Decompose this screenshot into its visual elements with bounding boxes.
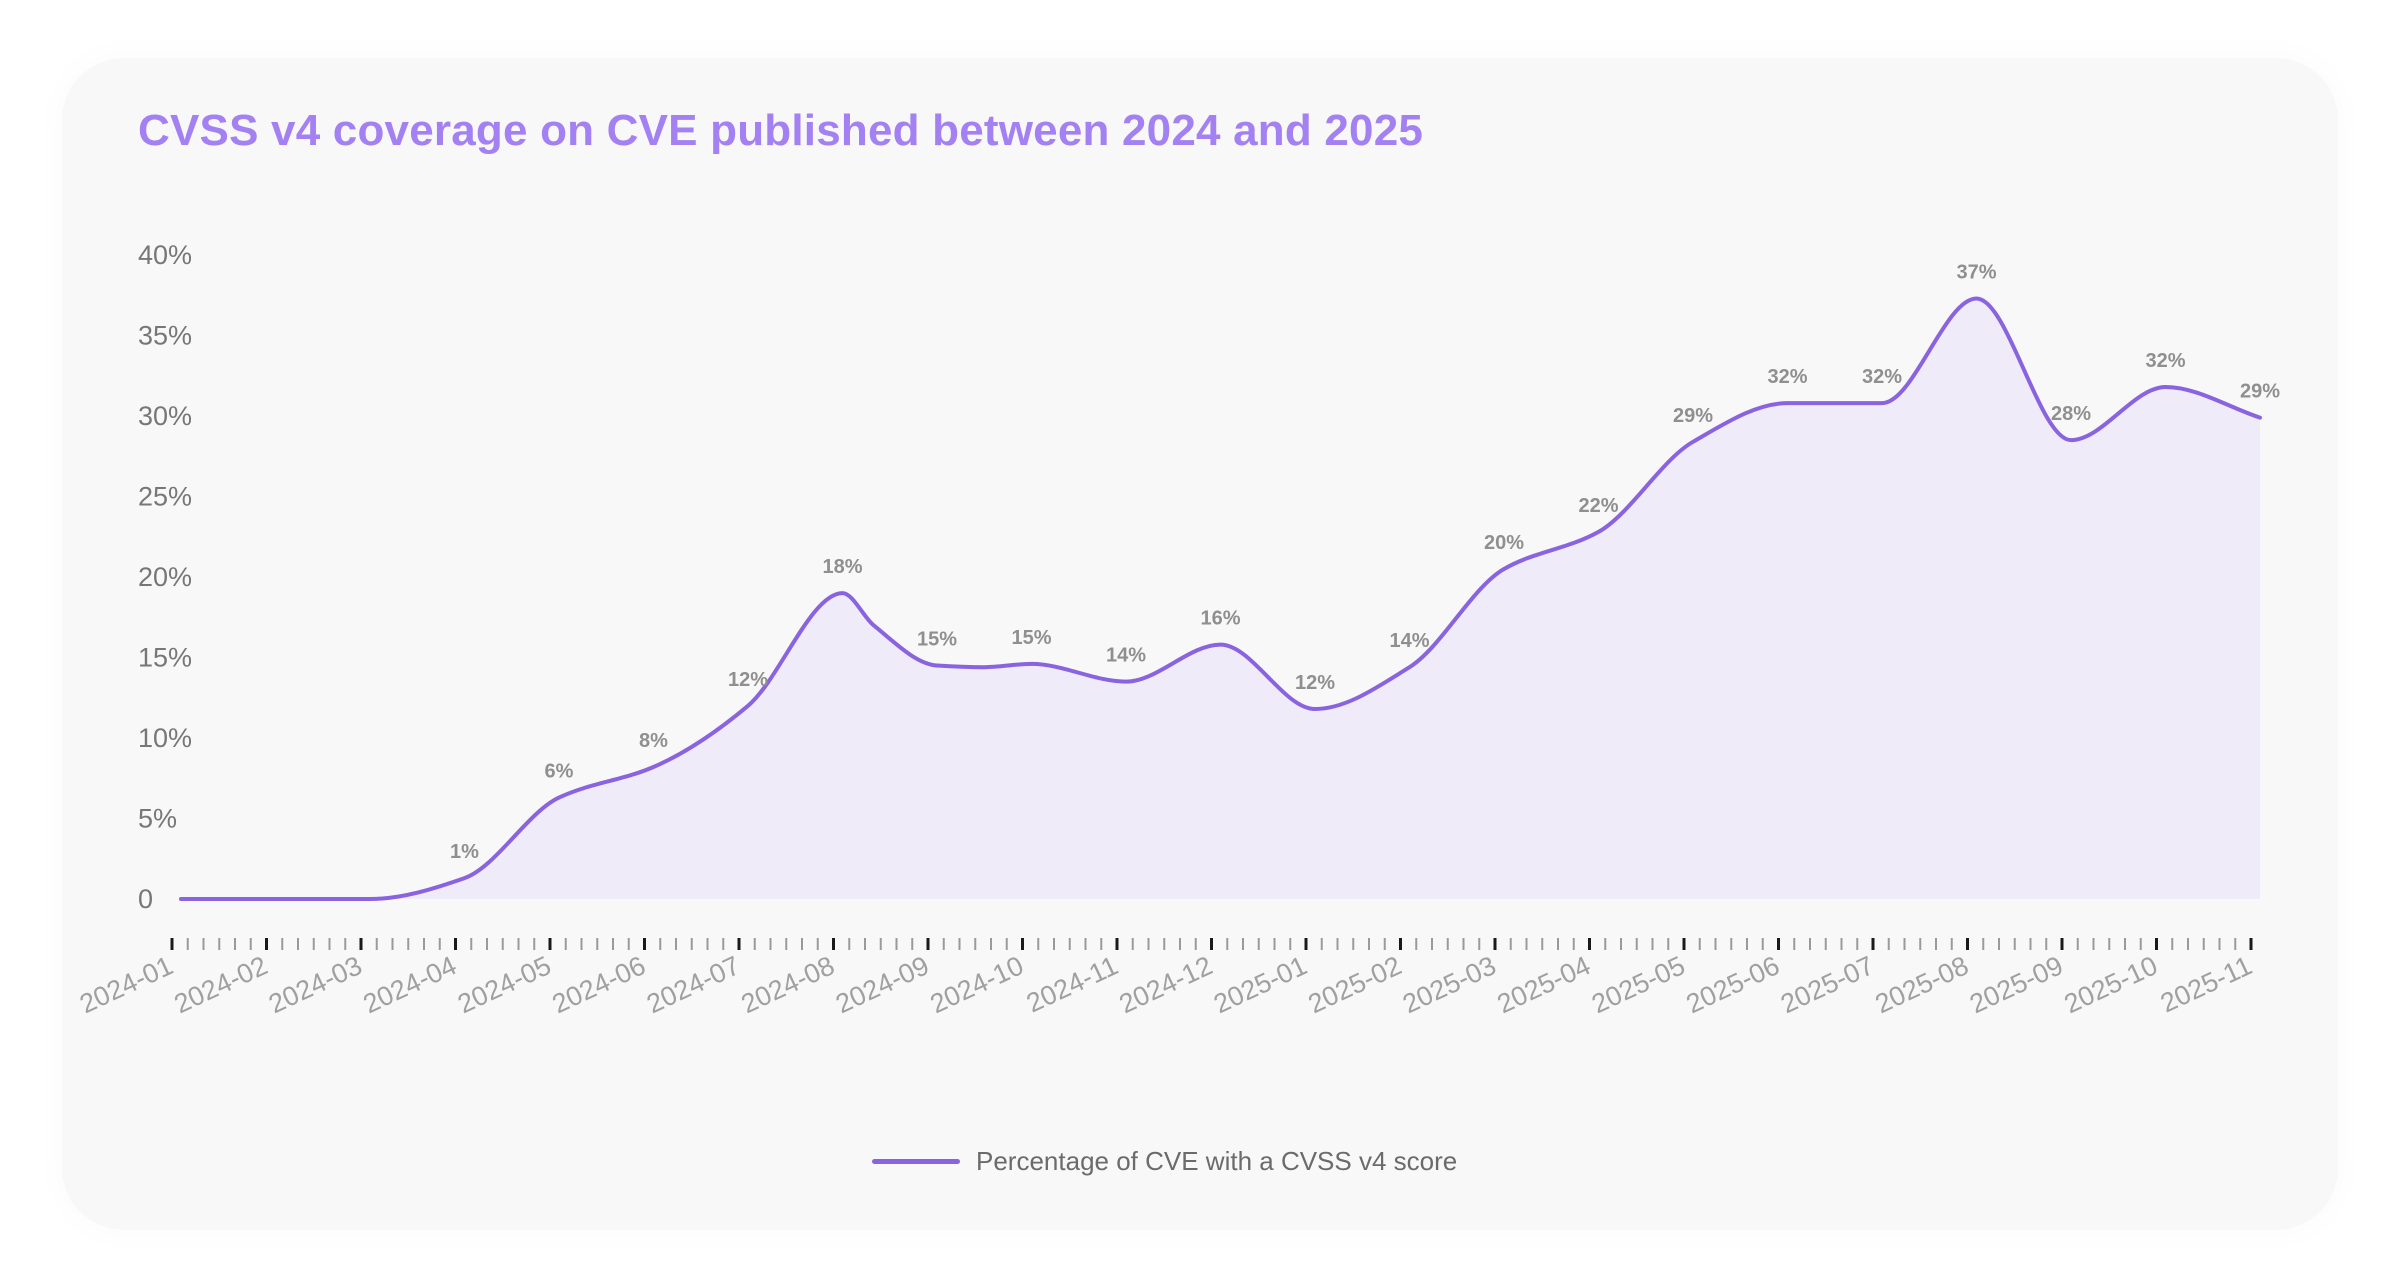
data-label: 29% <box>1673 405 1713 427</box>
data-label: 22% <box>1578 495 1618 517</box>
x-tick-label: 2024-12 <box>1115 950 1217 1019</box>
data-label: 32% <box>1767 366 1807 388</box>
x-tick-label: 2025-07 <box>1776 950 1878 1019</box>
y-axis: 0 5% 10% 15% 20% 25% 30% 35% 40% <box>138 240 192 914</box>
x-tick-label: 2024-01 <box>75 950 177 1019</box>
x-tick-label: 2025-04 <box>1493 950 1595 1019</box>
series-area <box>181 298 2260 899</box>
x-tick-label: 2024-08 <box>737 950 839 1019</box>
y-tick-label: 10% <box>138 723 192 753</box>
x-tick-label: 2024-02 <box>170 950 272 1019</box>
x-tick-label: 2025-10 <box>2060 950 2162 1019</box>
data-label: 1% <box>450 841 479 863</box>
data-label: 37% <box>1956 261 1996 283</box>
x-axis-minor-ticks <box>186 938 2237 950</box>
data-label: 16% <box>1200 608 1240 630</box>
data-label: 12% <box>1295 672 1335 694</box>
y-tick-label: 20% <box>138 562 192 592</box>
x-tick-label: 2025-02 <box>1304 950 1406 1019</box>
x-tick-label: 2024-07 <box>642 950 744 1019</box>
data-label: 14% <box>1389 630 1429 652</box>
x-axis: 2024-012024-022024-032024-042024-052024-… <box>75 950 2256 1019</box>
data-label: 29% <box>2240 381 2280 403</box>
data-label: 28% <box>2051 403 2091 425</box>
data-labels: 1% 6% 8% 12% 18% 15% 15% 14% 16% 12% 14% 20% 22% 29% 3… <box>450 261 2280 863</box>
y-tick-label: 15% <box>138 643 192 673</box>
y-tick-label: 30% <box>138 401 192 431</box>
x-tick-label: 2025-09 <box>1965 950 2067 1019</box>
y-tick-label: 25% <box>138 482 192 512</box>
x-tick-label: 2025-01 <box>1209 950 1311 1019</box>
x-tick-label: 2024-09 <box>831 950 933 1019</box>
y-tick-label: 40% <box>138 240 192 270</box>
data-label: 6% <box>545 761 574 783</box>
data-label: 14% <box>1106 645 1146 667</box>
x-tick-label: 2024-10 <box>926 950 1028 1019</box>
data-label: 8% <box>639 730 668 752</box>
x-tick-label: 2024-11 <box>1022 950 1123 1018</box>
y-tick-label: 5% <box>138 804 177 834</box>
series-line <box>179 296 2262 902</box>
x-tick-label: 2025-11 <box>2156 950 2257 1018</box>
x-tick-label: 2025-05 <box>1587 950 1689 1019</box>
data-label: 15% <box>1011 627 1051 649</box>
y-tick-label: 0 <box>138 884 153 914</box>
legend-label: Percentage of CVE with a CVSS v4 score <box>976 1145 1458 1176</box>
x-tick-label: 2024-06 <box>548 950 650 1019</box>
x-tick-label: 2024-03 <box>264 950 366 1019</box>
x-tick-label: 2025-08 <box>1871 950 1973 1019</box>
x-tick-label: 2025-03 <box>1398 950 1500 1019</box>
data-label: 18% <box>822 556 862 578</box>
legend-swatch <box>872 1158 960 1164</box>
data-label: 12% <box>728 669 768 691</box>
data-label: 20% <box>1484 532 1524 554</box>
data-label: 32% <box>2145 350 2185 372</box>
y-tick-label: 35% <box>138 321 192 351</box>
data-label: 32% <box>1862 366 1902 388</box>
chart-title: CVSS v4 coverage on CVE published betwee… <box>138 106 1424 155</box>
legend[interactable]: Percentage of CVE with a CVSS v4 score <box>872 1141 1457 1181</box>
x-axis-major-ticks <box>170 938 2253 950</box>
x-tick-label: 2025-06 <box>1682 950 1784 1019</box>
x-tick-label: 2024-04 <box>359 950 461 1019</box>
data-label: 15% <box>917 629 957 651</box>
x-tick-label: 2024-05 <box>453 950 555 1019</box>
